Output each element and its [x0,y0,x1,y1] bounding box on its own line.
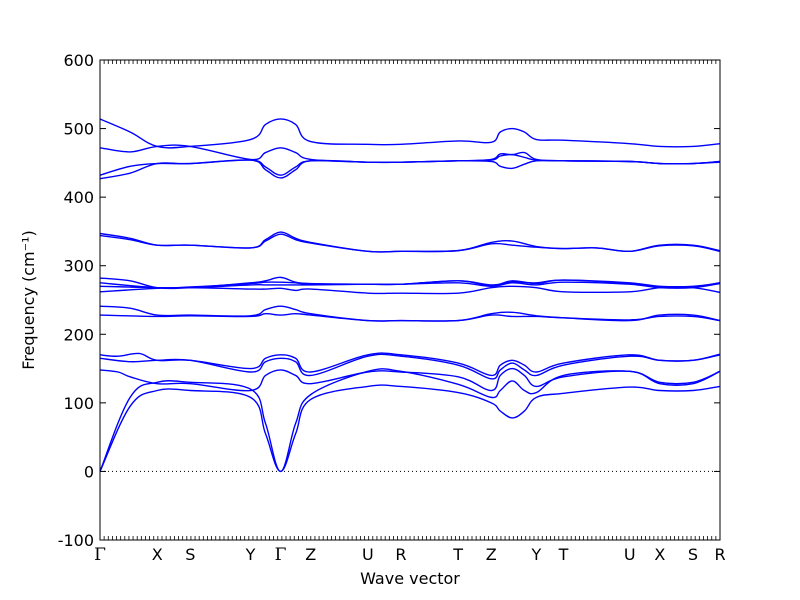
x-axis-label: Wave vector [360,569,460,588]
phonon-branch-line-13 [100,231,720,253]
y-tick-label: 400 [63,188,94,207]
phonon-branches [100,118,720,473]
y-tick-label: 300 [63,257,94,276]
x-tick-label: S [688,545,698,564]
y-tick-label: 600 [63,51,94,70]
x-tick-label: Y [245,545,256,564]
phonon-branch-line-8 [100,285,720,295]
phonon-branch-line-2 [100,368,720,473]
y-tick-label: 500 [63,120,94,139]
phonon-branch-line-4 [100,353,720,380]
x-tick-label: S [185,545,195,564]
x-tick-label: T [452,545,463,564]
x-tick-label: Z [486,545,497,564]
x-tick-label: Γ [94,545,106,565]
phonon-branch-line-1 [100,384,720,473]
y-tick-label: 0 [84,462,94,481]
y-tick-label: 200 [63,325,94,344]
y-axis: -100 0 100 200 300 400 500 600 [58,51,720,550]
plot-frame [99,59,721,541]
x-tick-label: X [654,545,665,564]
x-tick-label: X [152,545,163,564]
y-axis-label: Frequency (cm⁻¹) [19,230,38,369]
phonon-branch-line-3 [100,367,720,392]
x-tick-label: U [362,545,374,564]
phonon-branch-line-5 [100,352,720,377]
phonon-branch-line-7 [100,305,720,322]
x-tick-label: T [558,545,569,564]
phonon-branch-line-16 [100,144,720,165]
x-tick-label: Z [305,545,316,564]
x-tick-label: R [714,545,725,564]
x-tick-label: Γ [275,545,287,565]
x-tick-label: U [624,545,636,564]
y-tick-label: -100 [58,531,94,550]
x-tick-label: R [395,545,406,564]
y-tick-label: 100 [63,394,94,413]
minor-tick-marks [99,60,721,540]
phonon-branch-line-17 [100,118,720,149]
phonon-branch-line-11 [100,276,720,290]
x-tick-label: Y [531,545,542,564]
